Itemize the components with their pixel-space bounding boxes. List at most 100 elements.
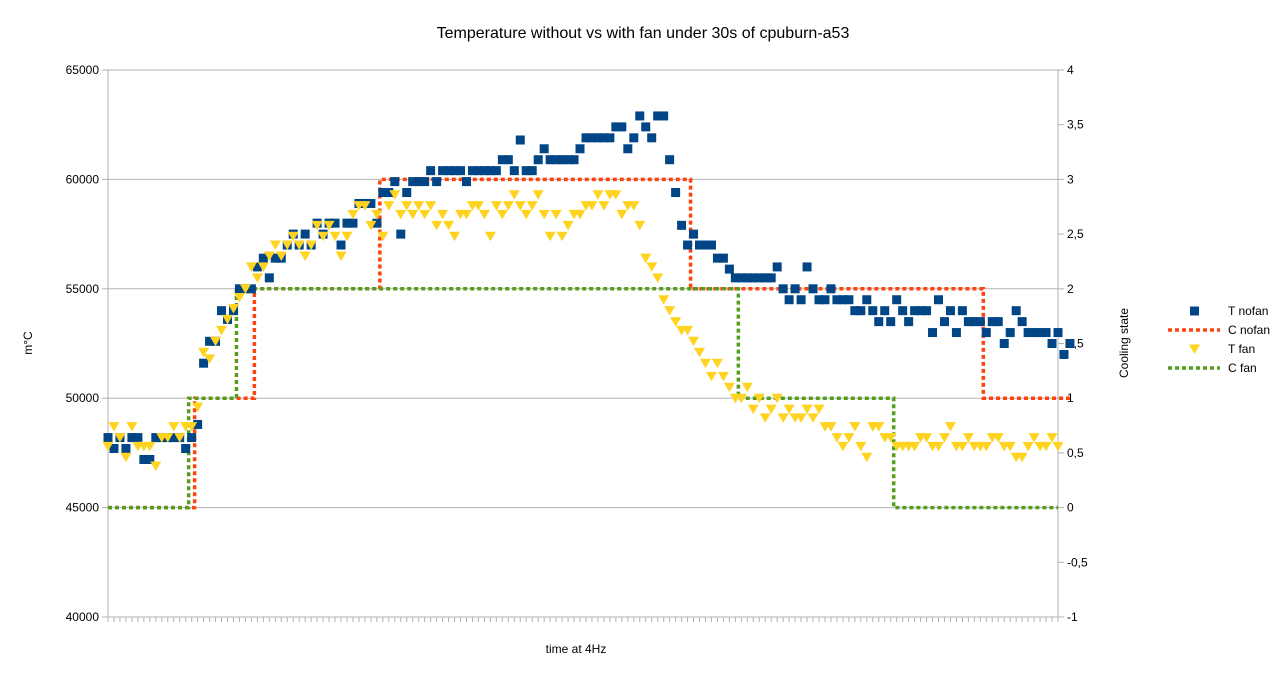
data-point [342,218,352,228]
data-point [677,220,687,230]
series-c-fan [108,287,1058,510]
data-point [641,122,651,132]
series-t-fan [102,190,1064,472]
data-point [1028,433,1040,443]
data-point [969,317,979,327]
data-point [460,209,472,220]
data-point [443,220,455,231]
data-point [252,262,262,272]
data-point [736,273,746,283]
data-point [491,166,501,176]
legend-swatch [1189,344,1200,354]
data-point [880,306,890,316]
data-point [390,177,400,187]
data-point [102,441,114,452]
y2-tick-label: 0 [1067,501,1074,515]
data-point [210,336,222,347]
data-point [1029,328,1039,338]
data-point [245,262,257,272]
data-point [1053,328,1063,338]
data-point [401,201,413,211]
data-point [389,190,401,200]
data-point [910,306,920,316]
data-point [814,295,824,305]
data-point [473,166,483,176]
data-point [928,328,938,338]
data-point [311,220,323,231]
data-point [563,155,573,165]
data-point [826,284,836,294]
y-tick-label: 45000 [66,501,100,515]
data-point [892,295,902,305]
y2-tick-label: 4 [1067,63,1074,77]
data-point [402,188,412,198]
data-point [193,419,203,429]
data-point [449,231,461,242]
data-point [587,133,597,143]
data-point [1004,441,1016,452]
data-point [777,413,789,423]
legend-item: C fan [1168,361,1257,375]
data-point [807,413,819,423]
legend-label: C fan [1228,361,1257,375]
data-point [151,433,161,443]
data-point [121,444,131,454]
data-point [784,295,794,305]
data-point [139,454,149,464]
data-point [145,454,155,464]
data-point [1040,441,1052,452]
legend-label: T nofan [1228,304,1268,318]
data-point [975,317,985,327]
data-point [700,240,710,250]
data-point [898,306,908,316]
data-point [682,325,694,336]
data-point [419,209,431,220]
data-point [820,295,830,305]
data-point [366,198,376,208]
y-tick-label: 60000 [66,172,100,186]
data-point [1065,339,1075,348]
data-point [199,358,209,368]
data-point [144,441,156,452]
data-point [1023,328,1033,338]
data-point [108,422,120,432]
data-point [103,433,113,443]
y-axis-left-ticks: 40000 45000 50000 55000 60000 65000 [66,63,108,624]
data-point [299,251,311,261]
data-point [921,433,933,443]
y2-tick-label: 2,5 [1067,227,1084,241]
data-point [664,306,676,316]
data-point [341,231,353,242]
data-point [472,201,484,211]
data-point [432,177,442,187]
data-point [671,188,681,198]
data-point [592,190,604,200]
data-point [1005,328,1015,338]
data-point [127,433,137,443]
data-point [885,433,897,443]
data-point [275,251,287,261]
data-point [670,317,682,327]
data-point [287,231,299,242]
data-point [539,144,549,154]
y-tick-label: 55000 [66,282,100,296]
data-point [396,229,406,239]
data-point [628,201,640,211]
data-point [778,284,788,294]
data-point [263,251,275,261]
data-point [526,201,538,211]
data-point [413,201,425,211]
data-point [450,166,460,176]
data-point [993,317,1003,327]
data-point [886,317,896,327]
data-point [605,133,615,143]
data-point [723,382,735,393]
y2-tick-label: 0,5 [1067,446,1084,460]
data-point [916,306,926,316]
data-point [747,404,759,415]
y-axis-label: m°C [21,331,35,355]
data-point [838,295,848,305]
data-point [635,111,645,121]
data-point [281,240,293,251]
